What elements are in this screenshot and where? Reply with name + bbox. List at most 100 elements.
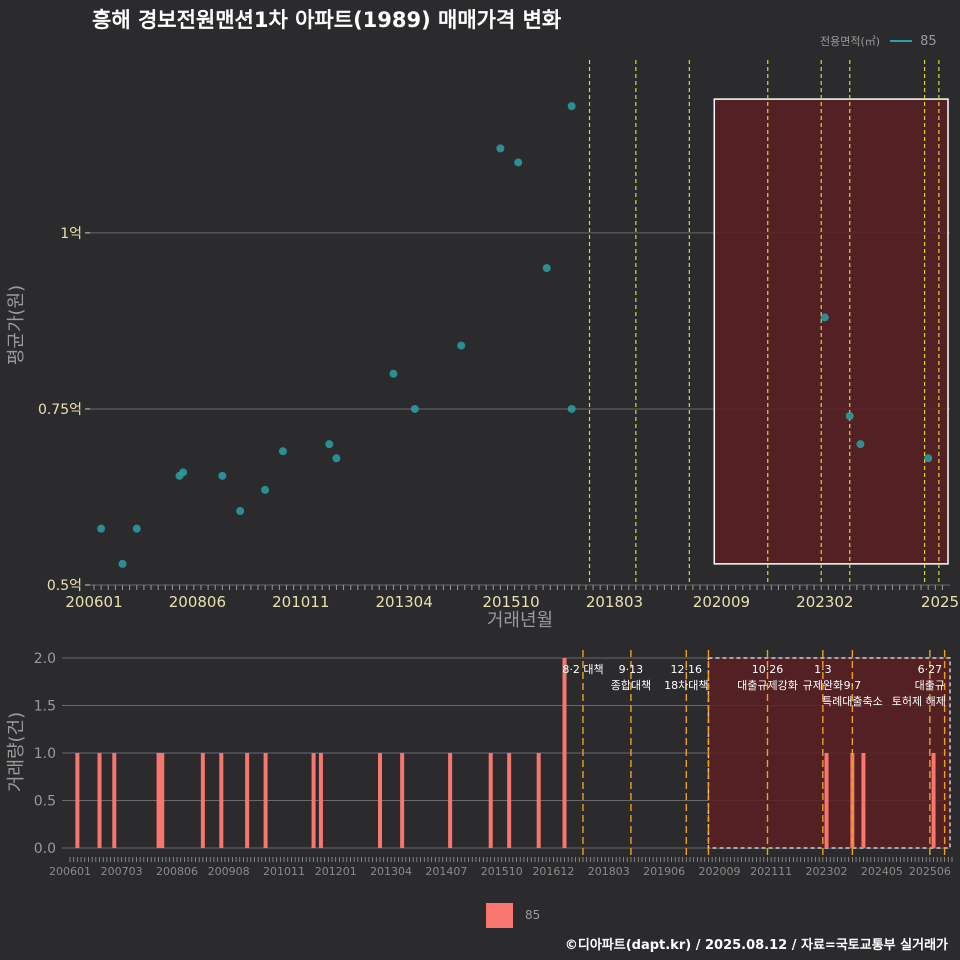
data-point bbox=[132, 524, 141, 533]
y-tick-label: 2.0 bbox=[34, 651, 56, 667]
data-point bbox=[856, 440, 865, 449]
x-tick-label: 200703 bbox=[101, 865, 143, 878]
y-tick-label: 1.5 bbox=[34, 699, 56, 715]
x-tick-label: 200908 bbox=[208, 865, 250, 878]
legend-title: 전용면적(㎡) bbox=[820, 35, 881, 48]
x-tick-label: 202009 bbox=[699, 865, 741, 878]
volume-bar bbox=[507, 753, 512, 848]
volume-bar bbox=[219, 753, 224, 848]
volume-bar bbox=[200, 753, 205, 848]
volume-bar bbox=[156, 753, 161, 848]
data-point bbox=[820, 313, 829, 322]
x-tick-label: 201304 bbox=[370, 865, 412, 878]
volume-bar bbox=[824, 753, 829, 848]
data-point bbox=[389, 369, 398, 378]
x-tick-label: 201803 bbox=[586, 593, 643, 611]
x-tick-label: 201612 bbox=[532, 865, 574, 878]
x-tick-label: 202506 bbox=[909, 865, 951, 878]
volume-bar bbox=[861, 753, 866, 848]
policy-annotation: 12·16 bbox=[671, 663, 703, 676]
volume-bar bbox=[377, 753, 382, 848]
x-tick-label: 202405 bbox=[861, 865, 903, 878]
policy-annotation: 6·27 bbox=[918, 663, 943, 676]
x-tick-label: 202009 bbox=[693, 593, 750, 611]
y-tick-label: 0.5 bbox=[34, 794, 56, 810]
data-point bbox=[496, 144, 505, 153]
data-point bbox=[236, 507, 245, 516]
data-point bbox=[845, 411, 854, 420]
volume-bar bbox=[311, 753, 316, 848]
x-tick-label: 200806 bbox=[156, 865, 198, 878]
data-point bbox=[332, 454, 341, 463]
policy-annotation: 대출규제강화 bbox=[737, 679, 798, 692]
y-tick-label: 1.0 bbox=[34, 746, 56, 762]
volume-bar bbox=[850, 753, 855, 848]
y-axis-title: 평균가(원) bbox=[6, 285, 27, 365]
data-point bbox=[179, 468, 188, 477]
data-point bbox=[325, 440, 334, 449]
policy-annotation: 18차대책 bbox=[664, 679, 708, 692]
highlight-period-box bbox=[707, 657, 951, 849]
volume-bar-chart: 0.0 0.5 1.0 1.5 2.0 8·2 대책 9·13 종합대책 12·16 18차대책 1… bbox=[6, 650, 953, 878]
policy-annotation: 대출규 bbox=[915, 679, 945, 692]
highlight-period-box bbox=[713, 98, 949, 565]
data-point bbox=[261, 485, 270, 494]
x-tick-label: 2025 bbox=[921, 593, 959, 611]
y-tick-label: 0.75억 bbox=[38, 402, 82, 418]
x-tick-label: 201011 bbox=[272, 593, 329, 611]
policy-annotation: 1·3 bbox=[814, 663, 832, 676]
volume-bar bbox=[488, 753, 493, 848]
volume-bar bbox=[160, 753, 165, 848]
volume-bar bbox=[562, 658, 567, 848]
x-tick-label: 200601 bbox=[65, 593, 122, 611]
volume-bar bbox=[263, 753, 268, 848]
data-point bbox=[514, 158, 523, 167]
source-credit: ©디아파트(dapt.kr) / 2025.08.12 / 자료=국토교통부 실… bbox=[564, 938, 948, 953]
data-point bbox=[457, 341, 466, 350]
x-axis-title: 거래년월 bbox=[487, 610, 553, 631]
volume-bar bbox=[97, 753, 102, 848]
x-tick-label: 202111 bbox=[750, 865, 792, 878]
data-point bbox=[97, 524, 106, 533]
legend-line-key bbox=[890, 40, 913, 42]
x-tick-label: 201201 bbox=[315, 865, 357, 878]
x-tick-label: 201304 bbox=[376, 593, 433, 611]
policy-annotation: 10·26 bbox=[752, 663, 784, 676]
volume-bar bbox=[931, 753, 936, 848]
data-point bbox=[410, 404, 419, 413]
data-point bbox=[542, 264, 551, 273]
volume-bar bbox=[245, 753, 250, 848]
volume-bar bbox=[400, 753, 405, 848]
data-point bbox=[924, 454, 933, 463]
x-tick-label: 201803 bbox=[588, 865, 630, 878]
volume-bar bbox=[448, 753, 453, 848]
volume-bar bbox=[75, 753, 80, 848]
policy-annotation: 8·2 대책 bbox=[562, 663, 603, 676]
x-tick-label: 200601 bbox=[49, 865, 91, 878]
x-tick-label: 201510 bbox=[481, 865, 523, 878]
legend-item-label: 85 bbox=[920, 33, 937, 49]
price-legend: 전용면적(㎡) 85 bbox=[820, 33, 937, 49]
y-tick-label: 1억 bbox=[60, 226, 82, 242]
x-tick-label: 202302 bbox=[806, 865, 848, 878]
data-point bbox=[567, 404, 576, 413]
data-point bbox=[118, 559, 127, 568]
data-point bbox=[218, 471, 227, 480]
legend-item-label: 85 bbox=[525, 908, 541, 922]
policy-annotation: 9·7 bbox=[844, 679, 862, 692]
volume-bar bbox=[318, 753, 323, 848]
y-tick-label: 0.5억 bbox=[47, 578, 82, 594]
x-tick-label: 201510 bbox=[482, 593, 539, 611]
policy-annotation: 토허제 해제 bbox=[892, 694, 946, 708]
x-tick-label: 201407 bbox=[425, 865, 467, 878]
volume-bar bbox=[536, 753, 541, 848]
volume-legend: 85 bbox=[486, 902, 540, 928]
policy-annotation: 종합대책 bbox=[611, 679, 651, 692]
x-tick-label: 200806 bbox=[169, 593, 226, 611]
data-point bbox=[567, 102, 576, 111]
policy-annotation: 9·13 bbox=[619, 663, 644, 676]
chart-title: 흥해 경보전원맨션1차 아파트(1989) 매매가격 변화 bbox=[92, 8, 562, 32]
data-point bbox=[278, 447, 287, 456]
x-tick-label: 202302 bbox=[796, 593, 853, 611]
